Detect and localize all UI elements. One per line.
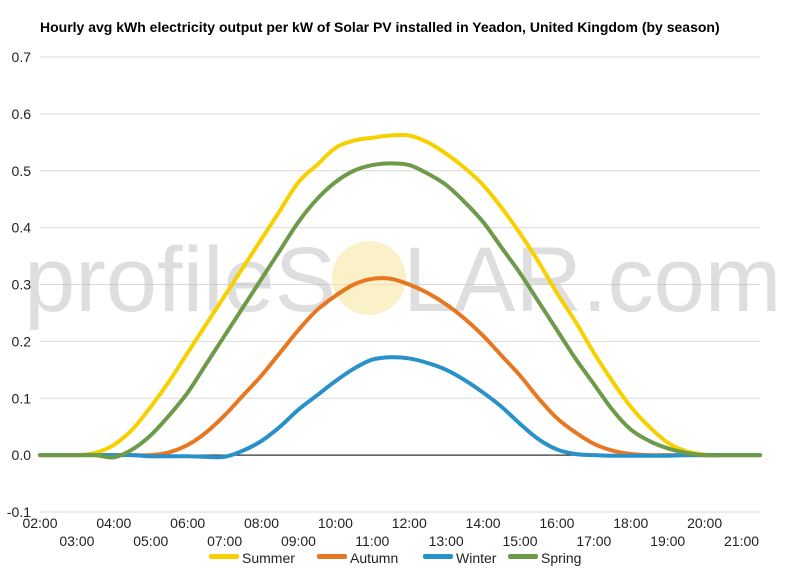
x-tick-label: 19:00 <box>650 533 685 549</box>
y-tick-label: 0.1 <box>12 390 32 406</box>
series-line-spring <box>38 161 762 460</box>
x-tick-label: 18:00 <box>613 515 648 531</box>
x-tick-label: 07:00 <box>207 533 242 549</box>
legend-label: Summer <box>242 550 295 566</box>
legend-label: Winter <box>456 550 497 566</box>
legend-item-winter[interactable]: Winter <box>423 550 497 566</box>
x-tick-label: 11:00 <box>355 533 389 549</box>
x-tick-label: 21:00 <box>724 533 759 549</box>
legend-swatch <box>423 554 453 559</box>
legend-item-spring[interactable]: Spring <box>508 550 581 566</box>
x-tick-label: 09:00 <box>281 533 316 549</box>
x-tick-label: 05:00 <box>133 533 168 549</box>
y-tick-label: 0.5 <box>12 163 32 179</box>
y-tick-label: 0.0 <box>12 447 32 463</box>
x-tick-label: 17:00 <box>576 533 611 549</box>
series-line-summer <box>38 132 762 458</box>
chart-title: Hourly avg kWh electricity output per kW… <box>40 19 720 35</box>
x-tick-label: 06:00 <box>170 515 205 531</box>
x-tick-label: 04:00 <box>96 515 131 531</box>
x-tick-label: 08:00 <box>244 515 279 531</box>
legend: Summer Autumn Winter Spring <box>209 550 581 566</box>
y-axis-tick-labels: -0.1 0.0 0.1 0.2 0.3 0.4 0.5 0.6 0.7 <box>7 49 31 520</box>
series-lines <box>38 132 762 460</box>
legend-swatch <box>317 554 347 559</box>
y-tick-label: 0.4 <box>12 220 32 236</box>
x-tick-label: 13:00 <box>429 533 464 549</box>
x-tick-label: 03:00 <box>59 533 94 549</box>
x-tick-label: 16:00 <box>539 515 574 531</box>
x-tick-label: 12:00 <box>392 515 427 531</box>
x-axis-tick-labels: 02:0003:0004:0005:0006:0007:0008:0009:00… <box>22 515 759 549</box>
legend-swatch <box>209 554 239 559</box>
watermark-right-text: LAR.com <box>403 229 781 331</box>
watermark: profileS LAR.com <box>24 229 781 331</box>
y-tick-label: 0.7 <box>12 49 32 65</box>
y-tick-label: 0.2 <box>12 333 32 349</box>
legend-item-summer[interactable]: Summer <box>209 550 295 566</box>
x-tick-label: 15:00 <box>502 533 537 549</box>
legend-label: Spring <box>541 550 581 566</box>
legend-item-autumn[interactable]: Autumn <box>317 550 398 566</box>
y-tick-label: 0.6 <box>12 106 32 122</box>
x-tick-label: 20:00 <box>687 515 722 531</box>
legend-swatch <box>508 554 538 559</box>
series-line-winter <box>38 355 762 460</box>
watermark-left-text: profileS <box>24 229 336 331</box>
x-tick-label: 10:00 <box>318 515 353 531</box>
y-tick-label: 0.3 <box>12 277 32 293</box>
x-tick-label: 02:00 <box>22 515 57 531</box>
legend-label: Autumn <box>350 550 398 566</box>
y-tick-label: -0.1 <box>7 504 31 520</box>
x-tick-label: 14:00 <box>466 515 501 531</box>
